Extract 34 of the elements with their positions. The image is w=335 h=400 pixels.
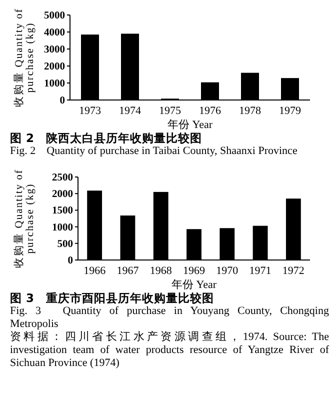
x-tick-label: 1968	[150, 265, 172, 277]
x-tick-label: 1967	[116, 265, 140, 277]
text: 图 2 陕西太白县历年收购量比较图	[9, 131, 204, 145]
y-tick-label: 1000	[44, 78, 65, 90]
x-tick-label: 1976	[199, 105, 222, 117]
y-tick-label: 2500	[52, 172, 73, 184]
y-tick-label: 1500	[52, 206, 73, 217]
y-tick-label: 500	[57, 238, 73, 250]
text: Fig. 3 Quantity of purchase in Youyang County, Chongqing Metropolis	[9, 305, 330, 330]
x-tick-label: 1972	[282, 265, 304, 277]
y-axis-title: 收购量 Quantity of purchase (kg)	[13, 169, 36, 268]
y-tick-label: 4000	[44, 28, 65, 38]
y-tick-label: 5000	[44, 10, 65, 22]
y-tick-label: 0	[68, 256, 73, 266]
x-tick-label: 1966	[84, 265, 106, 277]
x-tick-label: 1971	[249, 265, 272, 277]
x-tick-label: 1974	[119, 105, 142, 117]
y-tick-label: 2000	[52, 189, 73, 200]
x-axis-title: 年份 Year	[171, 279, 217, 291]
x-tick-label: 1969	[183, 265, 206, 277]
y-tick-label: 1000	[52, 222, 73, 234]
x-tick-label: 1978	[239, 105, 262, 117]
y-axis-title: 收购量 Quantity of purchase (kg)	[13, 8, 36, 107]
x-tick-label: 1973	[79, 105, 102, 117]
text: 资料据：四川省长江水产资源调查组，1974. Source: The investigation team of water products resource of Yangtze River of Sichuan Province (1974)	[9, 331, 330, 370]
y-tick-label: 3000	[44, 44, 65, 56]
text: Fig. 2 Quantity of purchase in Taibai County, Shaanxi Province	[9, 145, 298, 158]
y-tick-label: 2000	[44, 62, 65, 72]
x-tick-label: 1970	[216, 265, 239, 277]
text: 图 3 重庆市酉阳县历年收购量比较图	[9, 291, 216, 305]
x-tick-label: 1979	[279, 105, 302, 117]
x-tick-label: 1975	[159, 105, 182, 117]
y-tick-label: 0	[60, 96, 65, 106]
x-axis-title: 年份 Year	[167, 119, 213, 131]
